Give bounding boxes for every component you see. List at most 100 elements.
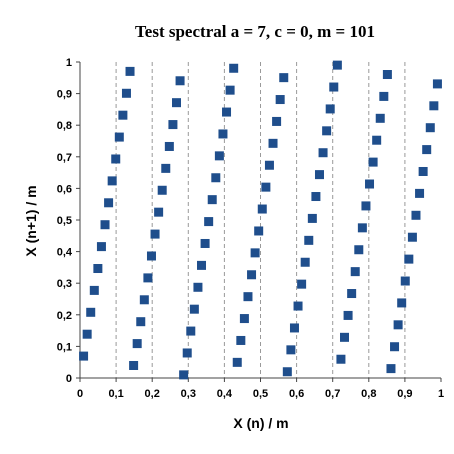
data-point [114, 132, 124, 142]
data-point [350, 267, 360, 277]
data-point [172, 98, 181, 108]
y-tick-label: 0,3 [57, 278, 72, 290]
data-point [207, 195, 217, 205]
data-point [250, 248, 260, 258]
data-point [264, 160, 274, 170]
data-point [418, 166, 428, 176]
y-tick-label: 0,2 [57, 310, 72, 322]
x-tick-label: 0,8 [361, 388, 376, 400]
data-point [225, 85, 235, 95]
data-point [189, 304, 199, 314]
data-point [93, 264, 103, 274]
data-point [300, 257, 310, 267]
data-point [382, 70, 392, 80]
data-point [175, 76, 185, 86]
data-point [275, 95, 285, 105]
y-tick-label: 0 [66, 373, 72, 385]
data-point [164, 141, 174, 151]
data-point [193, 282, 203, 292]
data-point [282, 367, 292, 377]
data-point [86, 307, 96, 317]
data-point [239, 314, 249, 324]
data-point [157, 185, 167, 195]
data-point [279, 73, 289, 83]
data-point [132, 339, 142, 349]
data-point [390, 342, 400, 352]
data-point [379, 91, 389, 101]
data-point [236, 335, 246, 345]
data-point [218, 129, 228, 139]
data-point [432, 79, 442, 89]
data-point [375, 113, 385, 123]
x-tick-label: 0 [77, 388, 83, 400]
y-tick-label: 0,7 [57, 152, 72, 164]
data-point [118, 110, 128, 120]
data-point [340, 332, 349, 342]
data-point [354, 245, 364, 255]
x-tick-label: 0,1 [108, 388, 123, 400]
data-point [204, 217, 214, 227]
y-tick-label: 0,4 [57, 247, 73, 259]
data-point [268, 138, 278, 148]
data-point [293, 301, 303, 311]
data-point [121, 88, 131, 98]
data-point [229, 63, 239, 73]
data-point [289, 323, 299, 333]
y-tick-label: 0,9 [57, 89, 72, 101]
y-tick-label: 0,5 [57, 215, 72, 227]
data-point [79, 351, 89, 361]
data-points [79, 60, 442, 380]
y-tick-label: 0,6 [57, 183, 72, 195]
data-point [325, 104, 335, 114]
data-point [200, 238, 210, 248]
data-point [107, 176, 117, 186]
y-tick-label: 1 [66, 57, 72, 69]
data-point [111, 154, 121, 164]
data-point [365, 179, 375, 189]
data-point [150, 229, 160, 239]
data-point [336, 354, 346, 364]
data-point [186, 326, 196, 336]
data-point [422, 145, 432, 155]
y-tick-labels: 0 0,1 0,2 0,3 0,4 0,5 0,6 0,7 0,8 0,9 1 [57, 57, 80, 385]
data-point [89, 285, 99, 295]
data-point [286, 345, 296, 355]
data-point [307, 213, 317, 223]
data-point [125, 66, 135, 76]
x-tick-labels: 0 0,1 0,2 0,3 0,4 0,5 0,6 0,7 0,8 0,9 1 [77, 378, 444, 400]
data-point [386, 364, 396, 374]
data-point [404, 254, 414, 264]
data-point [104, 198, 114, 208]
x-tick-label: 0,5 [253, 388, 268, 400]
data-point [318, 148, 328, 158]
data-point [347, 289, 357, 299]
data-point [329, 82, 339, 92]
chart-title: Test spectral a = 7, c = 0, m = 101 [135, 22, 375, 41]
data-point [161, 163, 171, 173]
data-point [247, 270, 257, 280]
x-tick-label: 0,6 [289, 388, 304, 400]
data-point [343, 310, 353, 320]
data-point [372, 135, 382, 145]
data-point [304, 235, 314, 245]
data-point [311, 192, 321, 202]
data-point [415, 188, 425, 198]
data-point [332, 60, 342, 70]
data-point [322, 126, 332, 136]
data-point [182, 348, 192, 358]
x-tick-label: 1 [438, 388, 444, 400]
data-point [272, 116, 282, 126]
data-point [261, 182, 271, 192]
data-point [197, 260, 207, 270]
grid-lines [115, 62, 406, 378]
x-tick-label: 0,2 [145, 388, 160, 400]
data-point [314, 170, 324, 180]
data-point [425, 123, 435, 133]
y-tick-label: 0,8 [57, 120, 72, 132]
data-point [254, 226, 264, 236]
data-point [357, 223, 367, 233]
data-point [214, 151, 224, 161]
data-point [407, 232, 417, 242]
data-point [232, 357, 242, 367]
